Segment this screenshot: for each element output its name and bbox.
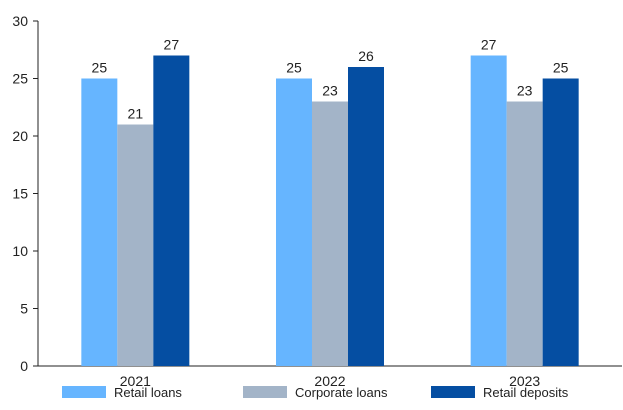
bar (81, 78, 118, 366)
y-tick-label: 10 (12, 243, 28, 259)
data-label: 27 (164, 37, 180, 53)
data-label: 27 (481, 37, 497, 53)
bar (506, 101, 543, 366)
y-tick-label: 15 (12, 186, 28, 202)
bars (81, 55, 579, 366)
data-label: 25 (92, 60, 108, 76)
legend-label: Corporate loans (295, 385, 388, 400)
x-tick-label: 2021 (120, 373, 151, 389)
legend-swatch (431, 386, 475, 398)
legend-label: Retail deposits (483, 385, 569, 400)
y-tick-label: 30 (12, 13, 28, 29)
bar (348, 67, 384, 366)
data-label: 23 (517, 83, 533, 99)
data-label: 25 (286, 60, 302, 76)
legend-item: Retail loans (62, 385, 182, 400)
legend-label: Retail loans (114, 385, 182, 400)
legend-swatch (243, 386, 287, 398)
x-tick-label: 2022 (314, 373, 345, 389)
bar (470, 55, 507, 366)
bar (117, 124, 154, 366)
y-tick-label: 5 (20, 301, 28, 317)
y-tick-label: 20 (12, 128, 28, 144)
data-label: 23 (322, 83, 338, 99)
data-label: 26 (358, 48, 374, 64)
x-tick-label: 2023 (509, 373, 540, 389)
legend-item: Retail deposits (431, 385, 569, 400)
legend: Retail loans Corporate loans Retail deposi… (62, 385, 569, 400)
data-label: 21 (128, 106, 144, 122)
bar (542, 78, 579, 366)
data-label: 25 (553, 60, 569, 76)
y-tick-label: 25 (12, 71, 28, 87)
legend-swatch (62, 386, 106, 398)
bar (276, 78, 312, 366)
legend-item: Corporate loans (243, 385, 388, 400)
bar (153, 55, 190, 366)
data-labels: 25 21 27 25 23 26 27 23 25 (92, 37, 569, 122)
y-tick-label: 0 (20, 358, 28, 374)
y-axis: 0 5 10 15 20 25 30 (12, 13, 39, 374)
bar (312, 101, 348, 366)
